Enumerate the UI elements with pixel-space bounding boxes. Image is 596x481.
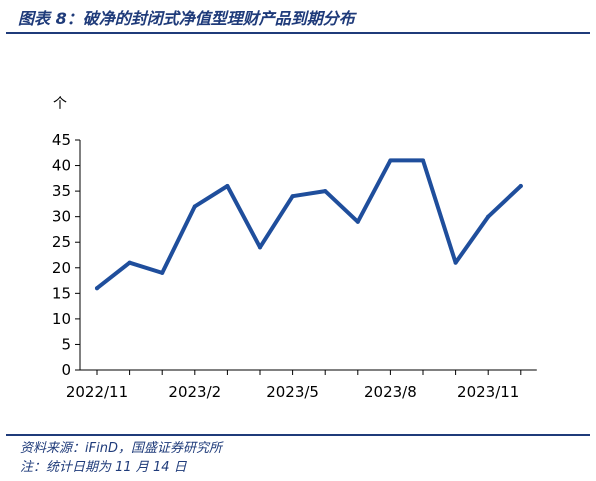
figure-header: 图表 8：破净的封闭式净值型理财产品到期分布	[6, 2, 590, 34]
y-tick-label: 0	[61, 361, 71, 379]
date-note: 注：统计日期为 11 月 14 日	[20, 460, 187, 475]
figure-title: 图表 8：破净的封闭式净值型理财产品到期分布	[18, 9, 355, 28]
data-point	[225, 184, 230, 188]
y-tick-label: 25	[52, 233, 71, 251]
data-point	[388, 158, 393, 163]
data-point	[453, 260, 458, 265]
data-point	[421, 158, 425, 163]
x-tick-label: 2023/11	[457, 383, 519, 401]
data-point	[518, 184, 523, 188]
y-tick-label: 35	[52, 182, 71, 200]
y-tick-label: 30	[52, 208, 71, 226]
data-point	[486, 214, 491, 219]
x-tick-label: 2023/8	[364, 383, 417, 401]
y-tick-label: 45	[52, 131, 71, 149]
y-tick-label: 15	[52, 284, 71, 302]
source-note: 资料来源：iFinD，国盛证券研究所	[20, 441, 222, 456]
data-point	[323, 189, 328, 194]
x-tick-label: 2023/2	[168, 383, 221, 401]
data-point	[290, 194, 295, 199]
x-tick-label: 2022/11	[66, 383, 128, 401]
data-point	[127, 260, 132, 265]
x-axis: 2022/11 2023/2 2023/5 2023/8 2023/11	[66, 369, 537, 401]
line-chart: 个 0 5 10 15 20 25 30 35 40 45 2022/11 2023/2 2023/5…	[52, 96, 537, 401]
data-point	[258, 245, 262, 250]
y-tick-label: 20	[52, 259, 71, 277]
data-point	[192, 204, 197, 209]
y-axis: 0 5 10 15 20 25 30 35 40 45	[52, 131, 81, 379]
y-tick-label: 40	[52, 157, 71, 175]
y-tick-label: 10	[52, 310, 71, 328]
data-point	[95, 286, 99, 291]
data-point	[355, 219, 360, 224]
series-polyline	[95, 158, 523, 291]
y-tick-label: 5	[61, 335, 71, 353]
series-line	[95, 158, 523, 291]
x-tick-label: 2023/5	[266, 383, 319, 401]
figure-footer: 资料来源：iFinD，国盛证券研究所 注：统计日期为 11 月 14 日	[6, 434, 590, 477]
data-point	[160, 270, 165, 275]
y-axis-unit: 个	[53, 96, 67, 112]
